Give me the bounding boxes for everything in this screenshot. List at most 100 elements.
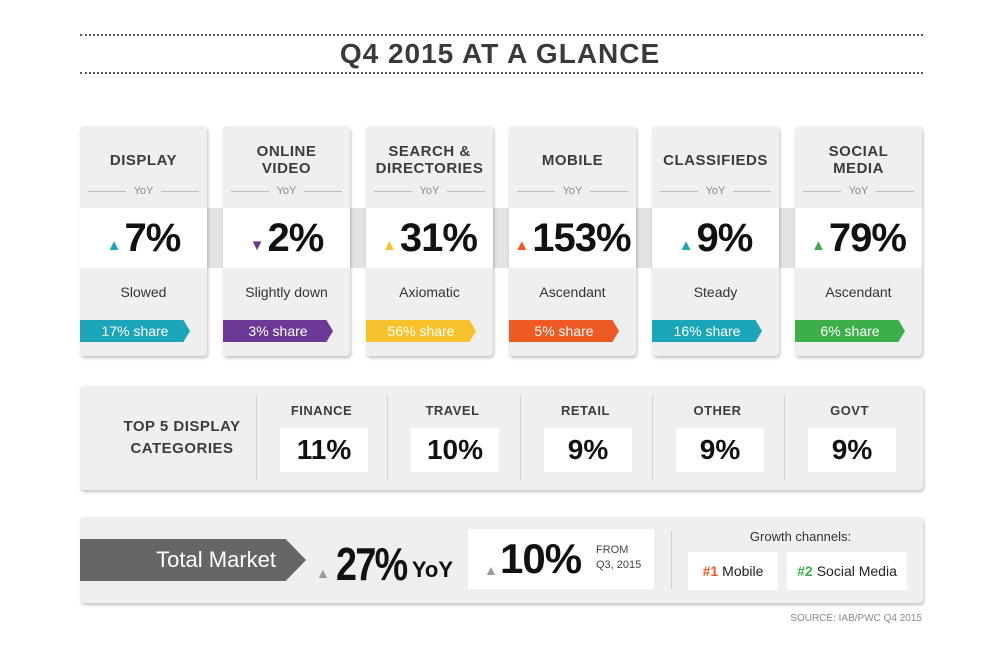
top5-item-name: FINANCE (290, 403, 353, 418)
total-market-panel: Total Market ▲ 27% YoY ▲ 10% FROM Q3, 20… (80, 517, 923, 603)
top5-item-value: 9% (676, 428, 764, 472)
growth-channel-2: #2 Social Media (787, 552, 907, 590)
up-triangle-icon: ▲ (382, 236, 397, 254)
up-triangle-icon: ▲ (316, 565, 330, 581)
total-market-qoq-value: 10% (500, 535, 582, 582)
category-description: Ascendant (539, 284, 606, 300)
rule (803, 190, 841, 192)
rule (161, 190, 200, 192)
share-tag: 3% share (223, 320, 333, 342)
top5-item-value: 11% (280, 428, 368, 472)
divider (520, 396, 521, 480)
yoy-divider: YoY (231, 184, 343, 198)
yoy-divider: YoY (803, 184, 915, 198)
category-description: Axiomatic (399, 284, 460, 300)
yoy-label: YoY (419, 185, 440, 197)
category-name: MOBILE (541, 151, 604, 169)
top5-item-value: 9% (544, 428, 632, 472)
share-tag: 6% share (795, 320, 905, 342)
divider (671, 531, 672, 589)
yoy-label: YoY (276, 185, 297, 197)
top5-item: TRAVEL 10% (387, 396, 518, 480)
category-name: SEARCH & DIRECTORIES (375, 143, 484, 177)
total-market-yoy-value: 27% (335, 538, 408, 590)
growth-channel-rank: #1 (702, 563, 719, 579)
up-triangle-icon: ▲ (514, 236, 530, 254)
change-box: ▲ 7% (80, 208, 207, 268)
yoy-label: YoY (705, 185, 726, 197)
growth-channel-name: Mobile (722, 563, 764, 579)
rule (447, 190, 486, 192)
divider (784, 396, 785, 480)
change-value: 153% (532, 215, 631, 260)
top5-item: RETAIL 9% (520, 396, 651, 480)
divider (256, 396, 257, 480)
category-description: Slightly down (245, 284, 328, 300)
change-value: 79% (828, 215, 907, 260)
down-triangle-icon: ▼ (249, 236, 265, 254)
category-name: DISPLAY (109, 151, 178, 169)
change-box: ▲ 79% (795, 208, 922, 268)
top5-item: OTHER 9% (652, 396, 783, 480)
cards-background-band (100, 208, 900, 268)
top-dotted-rule (80, 34, 923, 36)
change-box: ▲ 31% (366, 208, 493, 268)
yoy-divider: YoY (517, 184, 629, 198)
yoy-label: YoY (848, 185, 869, 197)
up-triangle-icon: ▲ (811, 236, 826, 254)
growth-channels-label: Growth channels: (749, 529, 852, 544)
rule (231, 190, 269, 192)
top5-item-name: TRAVEL (425, 403, 480, 418)
category-description: Slowed (120, 284, 167, 300)
top5-item: FINANCE 11% (256, 396, 387, 480)
top5-item-value: 9% (808, 428, 896, 472)
share-tag: 16% share (652, 320, 762, 342)
top5-item-name: OTHER (693, 403, 742, 418)
category-name: CLASSIFIEDS (663, 151, 768, 169)
title-dotted-rule (80, 72, 923, 74)
top5-label: TOP 5 DISPLAY CATEGORIES (123, 418, 241, 457)
growth-channel-name: Social Media (816, 563, 897, 579)
rule (590, 190, 629, 192)
top5-display-panel: TOP 5 DISPLAY CATEGORIES FINANCE 11% TRAVE… (80, 386, 923, 490)
up-triangle-icon: ▲ (484, 562, 498, 578)
category-card: ONLINE VIDEO YoY ▼ 2% Slightly down 3% share (223, 126, 350, 356)
top5-item-value: 10% (411, 428, 499, 472)
change-box: ▲ 9% (652, 208, 779, 268)
yoy-divider: YoY (660, 184, 772, 198)
total-market-yoy-unit: YoY (411, 557, 454, 582)
total-market-qoq-from: FROM Q3, 2015 (596, 544, 642, 571)
yoy-label: YoY (133, 185, 154, 197)
rule (876, 190, 915, 192)
share-tag: 56% share (366, 320, 476, 342)
up-triangle-icon: ▲ (106, 236, 122, 254)
category-card: MOBILE YoY ▲ 153% Ascendant 5% share (509, 126, 636, 356)
total-market-yoy: ▲ 27% YoY (316, 531, 453, 591)
rule (517, 190, 555, 192)
share-tag: 5% share (509, 320, 619, 342)
top5-item: GOVT 9% (784, 396, 915, 480)
share-tag: 17% share (80, 320, 190, 342)
yoy-divider: YoY (374, 184, 486, 198)
category-card: SEARCH & DIRECTORIES YoY ▲ 31% Axiomatic 56% … (366, 126, 493, 356)
source-note: SOURCE: IAB/PWC Q4 2015 (790, 613, 922, 624)
change-box: ▼ 2% (223, 208, 350, 268)
up-triangle-icon: ▲ (678, 236, 694, 254)
divider (387, 396, 388, 480)
change-value: 31% (399, 215, 478, 260)
category-name: SOCIAL MEDIA (828, 143, 889, 177)
category-description: Steady (693, 284, 738, 300)
category-card: CLASSIFIEDS YoY ▲ 9% Steady 16% share (652, 126, 779, 356)
category-description: Ascendant (825, 284, 892, 300)
rule (374, 190, 412, 192)
growth-channel-1: #1 Mobile (688, 552, 778, 590)
total-market-arrow-label: Total Market (80, 539, 306, 581)
change-value: 2% (267, 215, 325, 260)
change-value: 9% (696, 215, 754, 260)
top5-item-name: GOVT (830, 403, 869, 418)
yoy-label: YoY (562, 185, 583, 197)
rule (733, 190, 772, 192)
top5-item-name: RETAIL (561, 403, 610, 418)
total-market-qoq-box: ▲ 10% FROM Q3, 2015 (468, 529, 654, 589)
rule (88, 190, 126, 192)
